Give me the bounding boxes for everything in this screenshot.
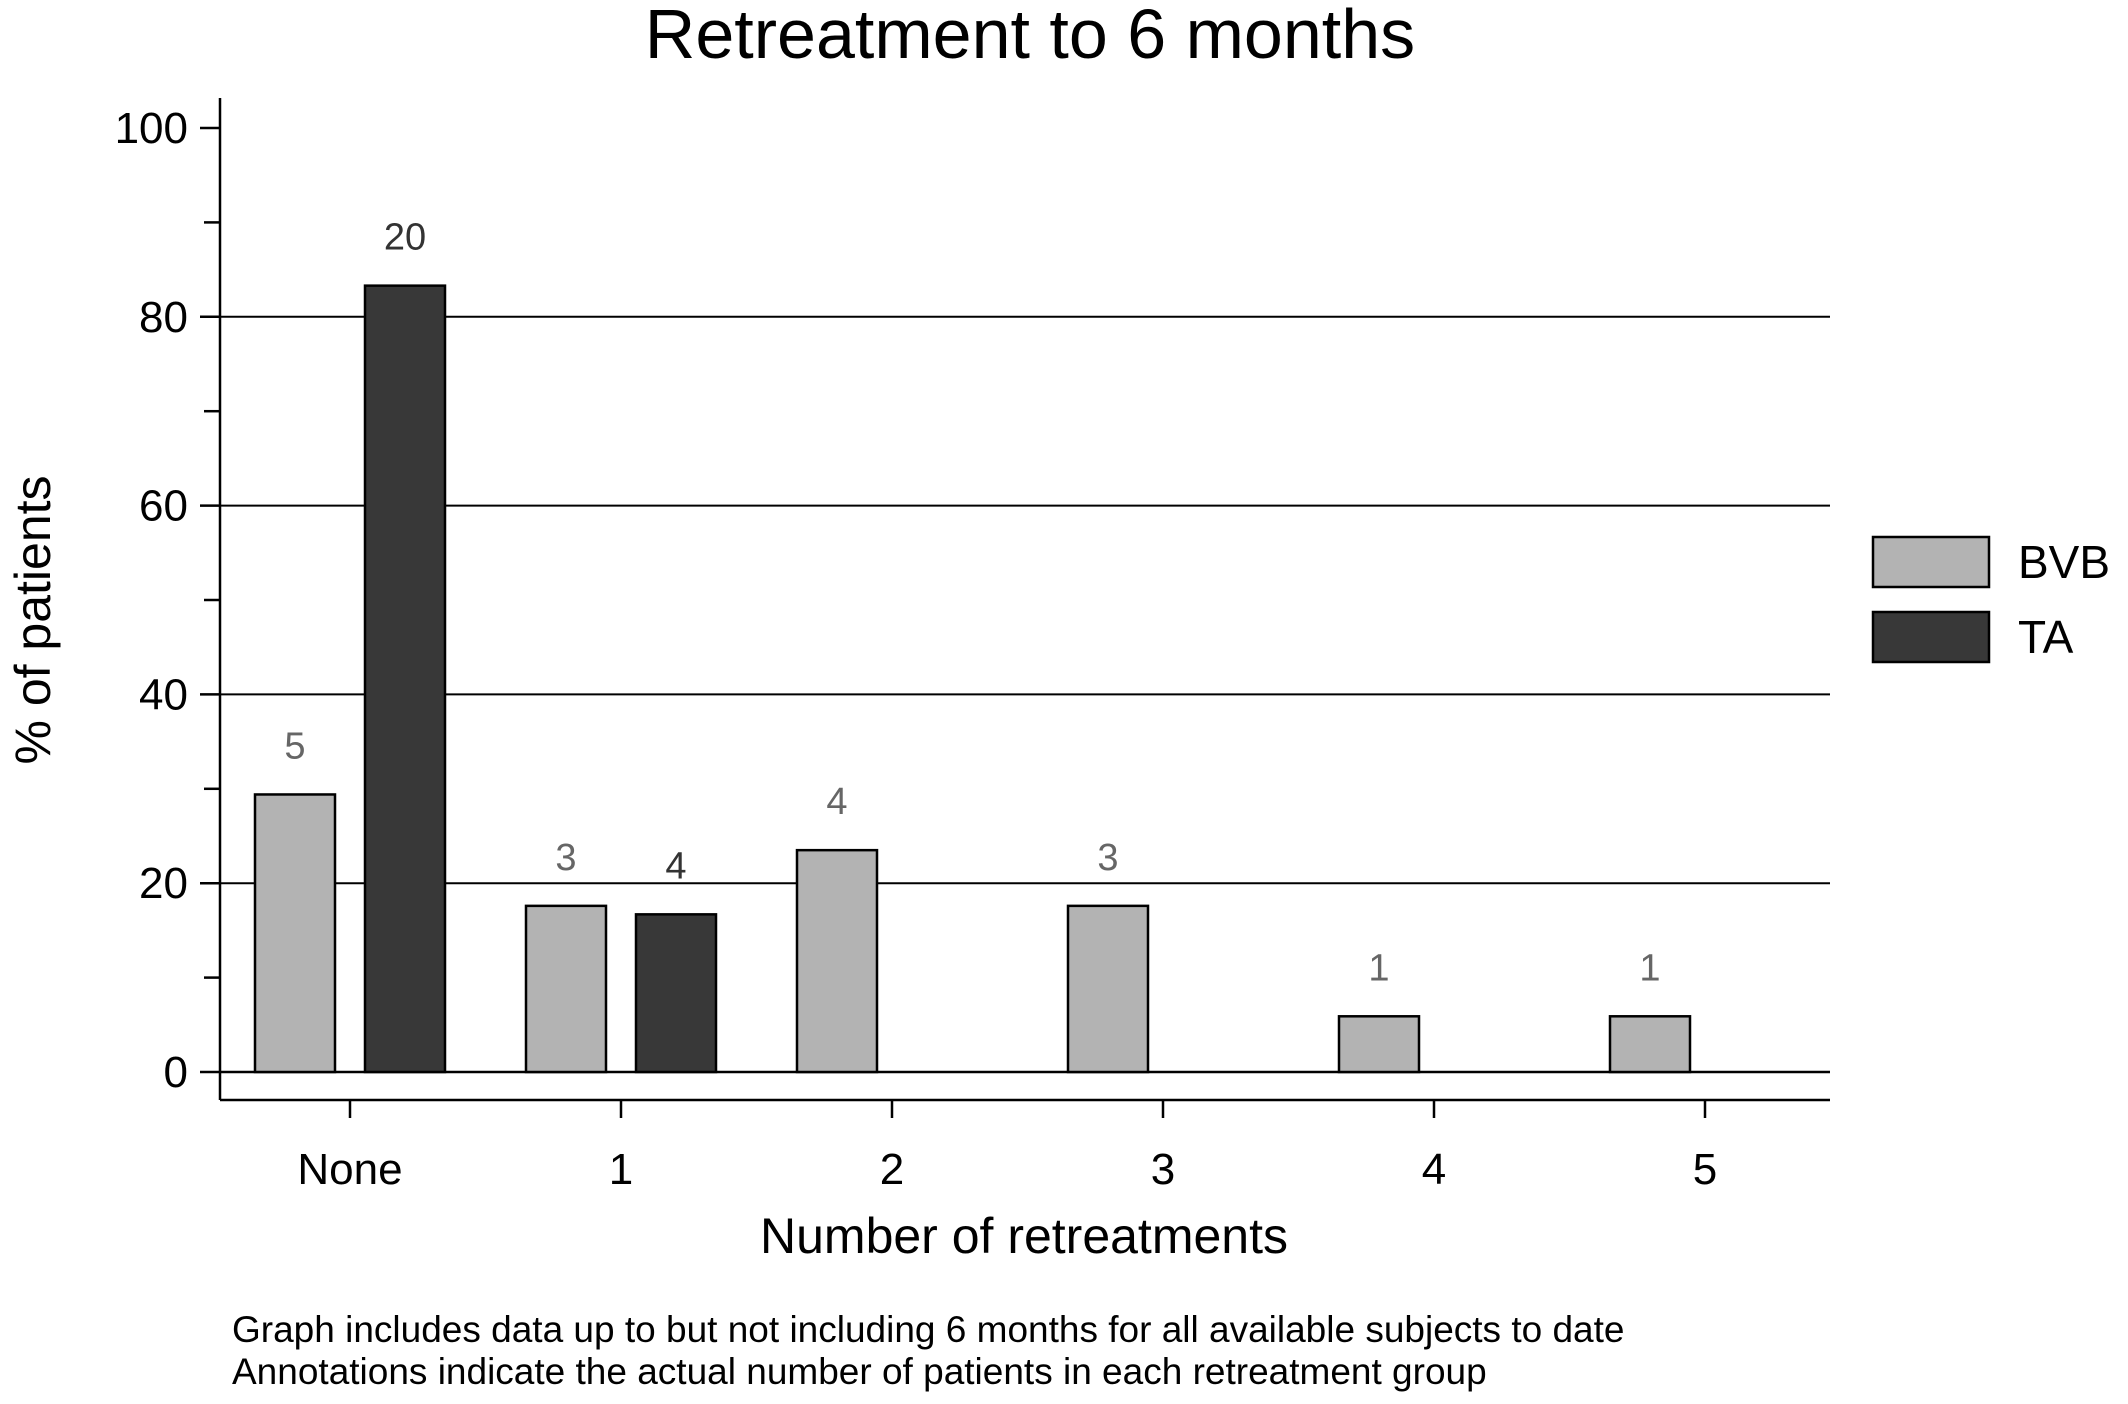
bar-bvb-none	[253, 793, 337, 1074]
bars	[253, 284, 1692, 1074]
chart-title: Retreatment to 6 months	[645, 0, 1415, 73]
bar-annotation: 3	[1097, 837, 1118, 879]
x-tick-label: 5	[1693, 1145, 1717, 1194]
legend-swatch-bvb	[1871, 535, 1991, 589]
bar-annotations: 5 3 4 3 1 1 20 4	[284, 217, 1660, 990]
bar-bvb-3	[1066, 904, 1150, 1074]
bar-annotation: 5	[284, 725, 305, 767]
x-axis-label: Number of retreatments	[760, 1208, 1288, 1264]
bar-annotation: 4	[826, 781, 847, 823]
bar-annotation: 20	[384, 217, 426, 259]
y-tick-label: 0	[164, 1048, 188, 1097]
bar-annotation: 1	[1639, 947, 1660, 989]
footnote-2: Annotations indicate the actual number o…	[232, 1351, 1487, 1392]
y-axis-ticks: 0 20 40 60 80 100	[115, 104, 220, 1097]
x-tick-label: 3	[1151, 1145, 1175, 1194]
bar-annotation: 4	[665, 845, 686, 887]
y-tick-label: 60	[139, 482, 188, 531]
legend-swatch-ta	[1871, 610, 1991, 664]
legend: BVB TA	[1871, 535, 2110, 664]
legend-label-ta: TA	[2018, 611, 2074, 663]
x-tick-label: 2	[880, 1145, 904, 1194]
legend-label-bvb: BVB	[2018, 536, 2110, 588]
bar-ta-none	[363, 284, 447, 1074]
x-tick-label: None	[297, 1145, 402, 1194]
y-tick-label: 40	[139, 670, 188, 719]
y-axis-label: % of patients	[5, 475, 61, 764]
y-tick-label: 80	[139, 293, 188, 342]
bar-ta-1	[634, 913, 718, 1074]
x-axis-ticks: None 1 2 3 4 5	[297, 1100, 1717, 1194]
bar-bvb-5	[1608, 1015, 1692, 1074]
y-tick-label: 20	[139, 859, 188, 908]
footnote-1: Graph includes data up to but not includ…	[232, 1309, 1625, 1350]
x-tick-label: 4	[1422, 1145, 1446, 1194]
y-tick-label: 100	[115, 104, 188, 153]
bar-annotation: 3	[555, 837, 576, 879]
gridlines	[220, 315, 1830, 1074]
bar-bvb-1	[524, 904, 608, 1074]
x-tick-label: 1	[609, 1145, 633, 1194]
bar-bvb-2	[795, 848, 879, 1074]
bar-bvb-4	[1337, 1015, 1421, 1074]
bar-annotation: 1	[1368, 947, 1389, 989]
